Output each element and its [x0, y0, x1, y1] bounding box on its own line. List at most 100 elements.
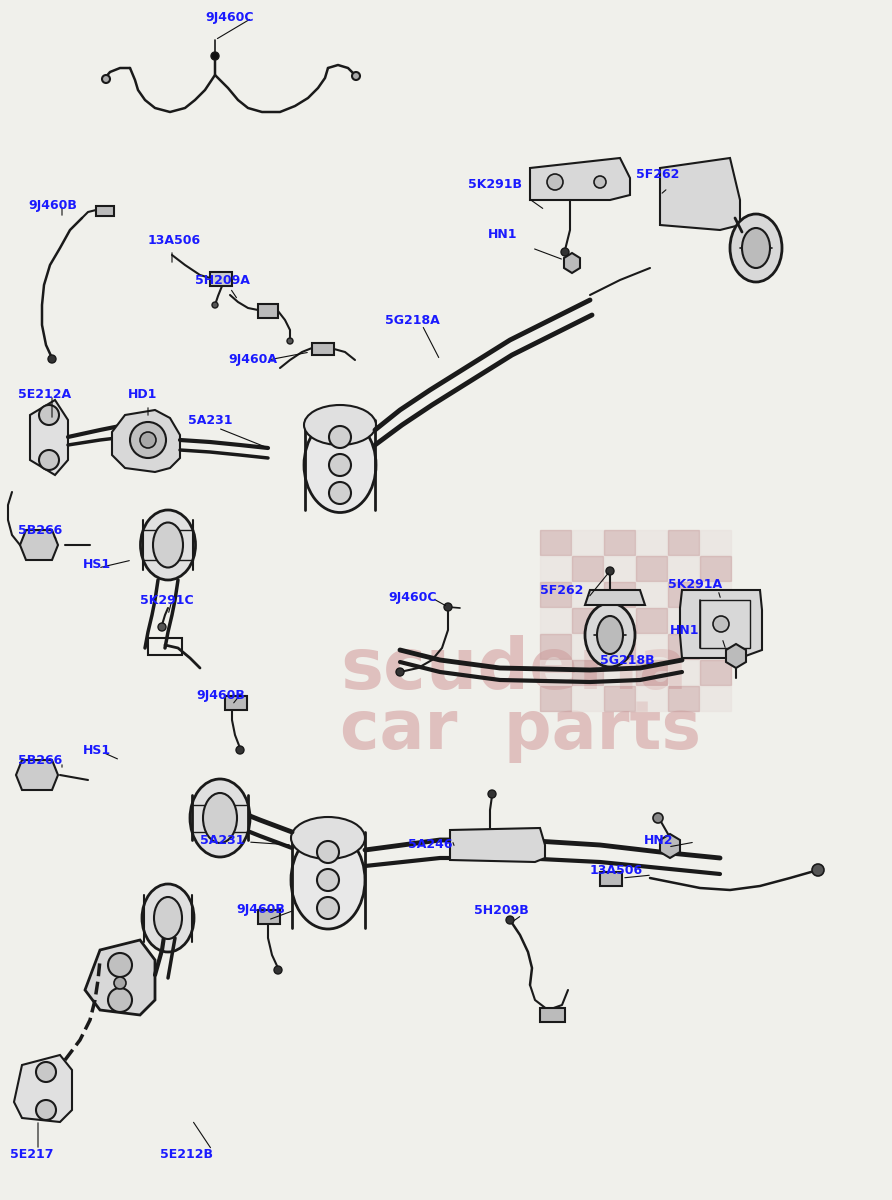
Ellipse shape	[154, 898, 182, 938]
Text: 5K291B: 5K291B	[468, 179, 522, 192]
Circle shape	[606, 566, 614, 575]
Polygon shape	[30, 400, 68, 475]
Circle shape	[594, 176, 606, 188]
Text: HN1: HN1	[670, 624, 699, 636]
Text: HS1: HS1	[83, 558, 112, 571]
Bar	[540, 608, 571, 634]
Bar	[540, 582, 571, 607]
Polygon shape	[726, 644, 746, 668]
Circle shape	[36, 1100, 56, 1120]
Ellipse shape	[317, 841, 339, 863]
Ellipse shape	[742, 228, 770, 268]
Text: HN2: HN2	[644, 834, 673, 846]
Circle shape	[547, 174, 563, 190]
Text: 5H209A: 5H209A	[195, 274, 250, 287]
Bar	[540, 1008, 565, 1022]
Polygon shape	[16, 760, 58, 790]
Text: 5E212B: 5E212B	[160, 1148, 213, 1162]
Text: 5K291C: 5K291C	[140, 594, 194, 606]
Text: HN1: HN1	[488, 228, 517, 241]
Bar	[700, 686, 731, 710]
Bar	[668, 608, 699, 634]
Bar	[700, 660, 731, 685]
Ellipse shape	[190, 779, 250, 857]
Circle shape	[39, 404, 59, 425]
Bar	[604, 556, 635, 581]
Bar	[636, 530, 667, 554]
Text: 9J460C: 9J460C	[388, 592, 436, 605]
Polygon shape	[660, 834, 680, 858]
Bar	[572, 686, 603, 710]
Bar	[258, 910, 280, 924]
Circle shape	[114, 977, 126, 989]
Ellipse shape	[597, 616, 623, 654]
Bar	[668, 530, 699, 554]
Bar	[572, 582, 603, 607]
Circle shape	[396, 668, 404, 676]
Polygon shape	[85, 940, 155, 1015]
Text: 5B266: 5B266	[18, 523, 62, 536]
Circle shape	[236, 746, 244, 754]
Bar	[604, 634, 635, 659]
Bar	[572, 634, 603, 659]
Bar	[668, 660, 699, 685]
Text: 9J460A: 9J460A	[228, 354, 277, 366]
Bar	[540, 634, 571, 659]
Bar	[668, 634, 699, 659]
Bar	[540, 686, 571, 710]
Text: 9J460B: 9J460B	[28, 198, 77, 211]
Bar	[540, 530, 571, 554]
Circle shape	[812, 864, 824, 876]
Circle shape	[713, 616, 729, 632]
Polygon shape	[20, 530, 58, 560]
Ellipse shape	[317, 898, 339, 919]
Bar	[572, 556, 603, 581]
Text: 9J460B: 9J460B	[196, 689, 245, 702]
Bar	[700, 582, 731, 607]
Text: 5A246: 5A246	[408, 839, 452, 852]
Bar	[604, 686, 635, 710]
Text: 5G218B: 5G218B	[600, 654, 655, 666]
Text: 9J460B: 9J460B	[236, 904, 285, 917]
Circle shape	[444, 602, 452, 611]
Ellipse shape	[141, 510, 195, 580]
Polygon shape	[680, 590, 762, 658]
Text: 5B266: 5B266	[18, 754, 62, 767]
Text: 9J460C: 9J460C	[206, 12, 254, 24]
Text: 5A231: 5A231	[200, 834, 244, 846]
Polygon shape	[585, 590, 645, 605]
Circle shape	[39, 450, 59, 470]
Text: scuderia: scuderia	[340, 636, 688, 704]
Text: car  parts: car parts	[340, 697, 701, 763]
Text: 5A231: 5A231	[188, 414, 233, 426]
Ellipse shape	[291, 817, 365, 859]
Circle shape	[140, 432, 156, 448]
Ellipse shape	[329, 454, 351, 476]
Polygon shape	[14, 1055, 72, 1122]
Bar	[258, 304, 278, 318]
Ellipse shape	[142, 884, 194, 952]
Bar	[700, 608, 731, 634]
Bar	[572, 660, 603, 685]
Polygon shape	[450, 828, 545, 862]
Bar	[636, 660, 667, 685]
Bar	[96, 206, 114, 216]
Polygon shape	[530, 158, 630, 200]
Bar	[668, 686, 699, 710]
Bar	[604, 660, 635, 685]
Circle shape	[102, 74, 110, 83]
Ellipse shape	[730, 214, 782, 282]
Circle shape	[108, 953, 132, 977]
Bar	[604, 608, 635, 634]
Bar	[700, 530, 731, 554]
Text: HS1: HS1	[83, 744, 112, 756]
Bar	[210, 272, 232, 286]
Bar	[636, 556, 667, 581]
Circle shape	[561, 248, 569, 256]
Circle shape	[352, 72, 360, 80]
Ellipse shape	[291, 830, 365, 929]
Bar	[540, 660, 571, 685]
Bar	[572, 530, 603, 554]
Circle shape	[506, 916, 514, 924]
Text: 5F262: 5F262	[540, 583, 583, 596]
